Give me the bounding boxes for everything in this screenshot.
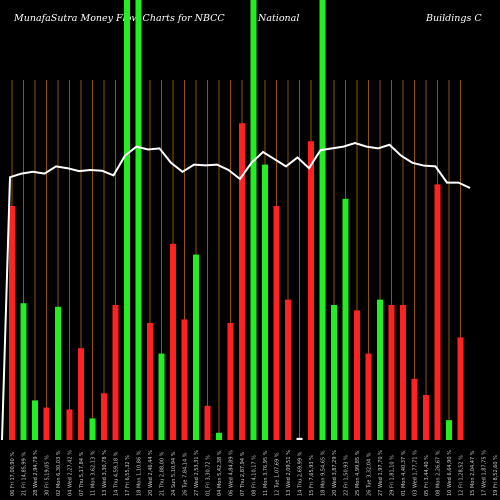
- bar: [55, 306, 61, 440]
- x-tick-label: 13 Wed 2,09,51 %: [286, 450, 292, 496]
- x-tick-label: 24 Sun 5,10,94 %: [171, 451, 177, 496]
- bar: [296, 437, 303, 440]
- bar: [273, 206, 280, 440]
- x-tick-label: 15 Fri 7,65,93 %: [309, 455, 315, 496]
- x-tick-label: 06 Wed 4,84,89 %: [229, 450, 235, 496]
- bar: [400, 305, 406, 440]
- bar: [411, 378, 418, 440]
- x-tick-label: 15 Mon 2,04,47 %: [470, 450, 476, 496]
- bar: [250, 0, 257, 440]
- bar: [285, 299, 291, 440]
- title-center: National: [258, 13, 300, 24]
- bar: [20, 303, 27, 440]
- x-tick-label: 26 Tue 7,84,14 %: [183, 452, 189, 496]
- x-tick-label: 30 Fri 5,19,05 %: [45, 455, 51, 496]
- bar: [170, 243, 176, 440]
- x-tick-label: 07 Thu 5,17,84 %: [79, 451, 85, 496]
- bar: [112, 305, 119, 440]
- bar: [457, 337, 464, 440]
- x-tick-label: 28 Wed 2,94,79 %: [33, 450, 39, 496]
- x-tick-label: 22 Fri 1,50,93 %: [344, 455, 350, 496]
- x-tick-label: 11 Mon 3,76,95 %: [263, 450, 269, 496]
- bar: [147, 323, 153, 440]
- x-tick-label: 17 Fri 6,55,32 %: [125, 455, 131, 496]
- x-tick-label: 07 Thu 2,87,94 %: [240, 451, 246, 496]
- bar: [193, 254, 199, 440]
- x-tick-label: 05 Fri 3,44,40 %: [424, 455, 430, 496]
- bar: [365, 353, 372, 440]
- x-tick-label: 08 Mon 2,26,67 %: [436, 450, 442, 496]
- bar: [158, 353, 165, 440]
- bar: [342, 198, 349, 440]
- x-tick-label: 14 Thu 2,69,99 %: [298, 451, 304, 496]
- title-left: MunafaSutra Money Flow Charts for NBCC: [14, 13, 225, 24]
- x-tick-label: 13 Wed 3,30,78 %: [102, 450, 108, 496]
- bar: [43, 407, 50, 440]
- x-tick-label: 12 Fri 1,28,52 %: [459, 455, 465, 496]
- bar: [216, 432, 222, 440]
- bar: [308, 141, 314, 440]
- bar: [89, 418, 96, 440]
- x-tick-label: 04 Wed 2,27,42 %: [68, 450, 74, 496]
- x-tick-label: 01 Fri 3,30,72 %: [206, 455, 212, 496]
- bar: [66, 409, 73, 440]
- x-tick-label: 25 Mon 4,99,85 %: [355, 450, 361, 496]
- x-tick-label: 10 Wed 6,64,90 %: [447, 450, 453, 496]
- money-flow-line-series: [1, 141, 471, 441]
- x-tick-label: 19 Fri 8,52,60 %: [493, 455, 499, 496]
- x-tick-label: 29 Fri 1,81,10 %: [390, 455, 396, 496]
- x-tick-label: 06 Fri 17,00,90 %: [10, 452, 16, 496]
- x-tick-label: 12 Tue 1,07,69 %: [275, 452, 281, 496]
- bar: [377, 299, 383, 440]
- bar: [227, 323, 234, 440]
- x-tick-label: 27 Wed 1,97,70 %: [378, 450, 384, 496]
- x-tick-label: 02 Mon 6,30,03 %: [56, 450, 62, 496]
- x-tick-label: 21 Fri 14,85,99 %: [22, 452, 28, 496]
- x-tick-label: 26 Tue 3,32,04 %: [367, 452, 373, 496]
- money-flow-line: [1, 141, 471, 441]
- x-tick-label: 20 Wed 3,87,29 %: [332, 450, 338, 496]
- bar: [446, 420, 452, 440]
- bar: [388, 305, 395, 440]
- x-tick-label: 08 Fri 4,10,17 %: [252, 455, 258, 496]
- bar-series: [9, 0, 464, 440]
- bar: [204, 405, 211, 440]
- x-tick-label: 17 Wed 1,87,75 %: [482, 450, 488, 496]
- bar: [135, 0, 142, 440]
- bar: [434, 184, 441, 440]
- x-tick-label: 04 Mon 5,42,38 %: [217, 450, 223, 496]
- x-tick-labels: 06 Fri 17,00,90 % 21 Fri 14,85,99 % 28 Wed…: [10, 450, 499, 496]
- x-tick-label: 03 Wed 1,77,71 %: [413, 450, 419, 496]
- bar: [354, 310, 360, 440]
- x-tick-label: 11 Mon 3,62,13 %: [91, 450, 97, 496]
- x-tick-label: 18 Mon 9,54,65 %: [321, 450, 327, 496]
- bar: [262, 164, 268, 440]
- title-right: Buildings C: [426, 13, 482, 24]
- chart-title: MunafaSutra Money Flow Charts for NBCC N…: [0, 13, 500, 27]
- x-tick-label: 18 Mon 1,10,86 %: [137, 450, 143, 496]
- bar: [319, 0, 326, 440]
- x-tick-label: 20 Wed 2,46,44 %: [148, 450, 154, 496]
- x-tick-label: 14 Thu 4,59,18 %: [114, 451, 120, 496]
- bar: [181, 319, 188, 440]
- x-tick-label: 27 Wed 2,53,31 %: [194, 450, 200, 496]
- bar: [331, 305, 337, 440]
- bar: [124, 0, 130, 440]
- bar: [9, 206, 15, 440]
- bar: [423, 395, 429, 440]
- bar: [239, 123, 245, 440]
- x-tick-label: 01 Mon 4,40,37 %: [401, 450, 407, 496]
- bar: [32, 400, 38, 440]
- bar: [78, 348, 84, 440]
- bar: [101, 393, 107, 440]
- x-tick-label: 21 Thu 2,88,00 %: [160, 451, 166, 496]
